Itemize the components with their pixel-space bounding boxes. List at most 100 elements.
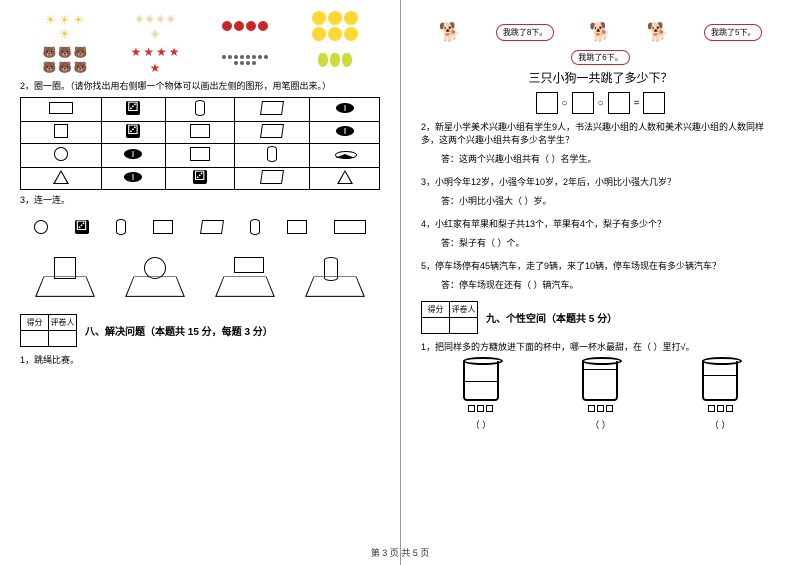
oval-icon — [124, 149, 142, 159]
cuboid-icon — [260, 124, 284, 138]
paren-3[interactable]: （ ） — [702, 418, 738, 431]
can-icon — [195, 100, 205, 116]
section-8-title: 八、解决问题（本题共 15 分，每题 3 分） — [85, 323, 273, 338]
shadow-cuboid — [220, 253, 270, 299]
connect-top-row — [20, 214, 380, 240]
can-icon — [250, 219, 260, 235]
circle-icon — [54, 147, 68, 161]
score-table: 得分 评卷人 — [20, 314, 77, 347]
can-icon — [116, 219, 126, 235]
sun-cluster: ☀☀☀☀ — [40, 13, 90, 39]
box-icon — [190, 124, 210, 138]
cuboid-icon — [260, 170, 284, 184]
shadow-cylinder — [310, 253, 360, 299]
grader-label: 评卷人 — [450, 302, 478, 318]
q-r4: 4，小红家有苹果和梨子共13个，苹果有4个，梨子有多少个？ — [421, 217, 780, 230]
paren-1[interactable]: （ ） — [463, 418, 499, 431]
cone-icon — [335, 154, 355, 158]
grader-label: 评卷人 — [49, 315, 77, 331]
box-icon — [190, 147, 210, 161]
icon-row-2: 🐻🐻🐻🐻🐻🐻 ★★★★★ — [20, 46, 380, 74]
q3-text: 3，连一连。 — [20, 194, 380, 207]
dice-icon — [126, 101, 140, 115]
score-cell[interactable] — [422, 318, 450, 334]
connect-bottom-row — [20, 248, 380, 304]
circle-icon — [34, 220, 48, 234]
cup-3: （ ） — [702, 361, 738, 431]
match-table — [20, 97, 380, 190]
oval-icon — [336, 103, 354, 113]
eq-input[interactable] — [572, 92, 594, 114]
eq-input[interactable] — [608, 92, 630, 114]
q2-text: 2，圈一圈。（请你找出用右侧哪一个物体可以画出左侧的图形，用笔圈出来。） — [20, 80, 380, 93]
dogs-heading: 三只小狗一共跳了多少下？ — [421, 69, 780, 86]
cube-stack-icon — [287, 220, 307, 234]
dice-icon — [75, 220, 89, 234]
op-equals: = — [634, 98, 640, 109]
table-row — [21, 143, 380, 167]
diamond-cluster: ◈◈◈◈◈ — [130, 12, 180, 40]
a-r4: 答：梨子有（ ）个。 — [441, 236, 780, 249]
rect-icon — [49, 102, 73, 114]
q9-1: 1，把同样多的方糖放进下面的杯中，哪一杯水最甜，在（ ）里打√。 — [421, 340, 780, 353]
grader-cell[interactable] — [450, 318, 478, 334]
score-table: 得分 评卷人 — [421, 301, 478, 334]
op-circle-1: ○ — [562, 98, 568, 109]
equation-boxes: ○ ○ = — [421, 92, 780, 114]
long-box-icon — [334, 220, 366, 234]
triangle-icon — [53, 170, 69, 184]
shadow-cube — [40, 253, 90, 299]
page-footer: 第 3 页 共 5 页 — [0, 546, 800, 559]
dog-icon: 🐕 — [438, 22, 460, 43]
section-9-header: 得分 评卷人 九、个性空间（本题共 5 分） — [421, 301, 780, 334]
cup-1: （ ） — [463, 361, 499, 431]
grader-cell[interactable] — [49, 331, 77, 347]
q8-1: 1，跳绳比赛。 — [20, 353, 380, 366]
cuboid-icon — [260, 101, 284, 115]
triangle-icon — [337, 170, 353, 184]
table-row — [21, 167, 380, 189]
bubble-1: 我跳了8下。 — [496, 24, 554, 41]
cuboid-icon — [200, 220, 224, 234]
bear-cluster: 🐻🐻🐻🐻🐻🐻 — [40, 46, 90, 74]
pear-cluster — [310, 53, 360, 67]
star-cluster: ★★★★★ — [130, 45, 180, 75]
a-r5: 答：停车场现在还有（ ）辆汽车。 — [441, 278, 780, 291]
icon-row-1: ☀☀☀☀ ◈◈◈◈◈ — [20, 12, 380, 40]
dog-icon: 🐕 — [647, 22, 669, 43]
a-r3: 答：小明比小强大（ ）岁。 — [441, 194, 780, 207]
score-label: 得分 — [422, 302, 450, 318]
table-row — [21, 121, 380, 143]
table-row — [21, 97, 380, 121]
score-cell[interactable] — [21, 331, 49, 347]
dice-icon — [126, 124, 140, 138]
a-r2: 答：这两个兴趣小组共有（ ）名学生。 — [441, 152, 780, 165]
bubble-3: 我跳了5下。 — [704, 24, 762, 41]
dog-icon: 🐕 — [589, 22, 611, 43]
q-r5: 5，停车场停有45辆汽车，走了9辆，来了10辆，停车场现在有多少辆汽车？ — [421, 259, 780, 272]
box-icon — [153, 220, 173, 234]
cups-row: （ ） （ ） （ ） — [421, 361, 780, 431]
eq-input[interactable] — [536, 92, 558, 114]
eq-input[interactable] — [643, 92, 665, 114]
page-left: ☀☀☀☀ ◈◈◈◈◈ 🐻🐻🐻🐻🐻🐻 ★★★★★ 2，圈一圈。（请你找出用右侧哪一… — [0, 0, 400, 565]
oval-icon — [336, 126, 354, 136]
q-r2: 2，新星小学美术兴趣小组有学生9人，书法兴趣小组的人数和美术兴趣小组的人数同样多… — [421, 120, 780, 146]
section-9-title: 九、个性空间（本题共 5 分） — [486, 310, 617, 325]
paren-2[interactable]: （ ） — [582, 418, 618, 431]
dogs-row: 🐕 我跳了8下。 🐕 🐕 我跳了5下。 — [421, 12, 780, 52]
q-r3: 3，小明今年12岁，小强今年10岁，2年后，小明比小强大几岁？ — [421, 175, 780, 188]
score-label: 得分 — [21, 315, 49, 331]
dice-icon — [193, 170, 207, 184]
bubble-2: 我跳了6下。 — [571, 50, 629, 65]
page-right: 🐕 我跳了8下。 🐕 🐕 我跳了5下。 我跳了6下。 三只小狗一共跳了多少下？ … — [400, 0, 800, 565]
dot-cluster — [220, 55, 270, 65]
cup-2: （ ） — [582, 361, 618, 431]
square-icon — [54, 124, 68, 138]
op-circle-2: ○ — [598, 98, 604, 109]
smile-cluster — [310, 11, 360, 41]
can-icon — [267, 146, 277, 162]
section-8-header: 得分 评卷人 八、解决问题（本题共 15 分，每题 3 分） — [20, 314, 380, 347]
apple-cluster — [220, 21, 270, 31]
shadow-sphere — [130, 253, 180, 299]
